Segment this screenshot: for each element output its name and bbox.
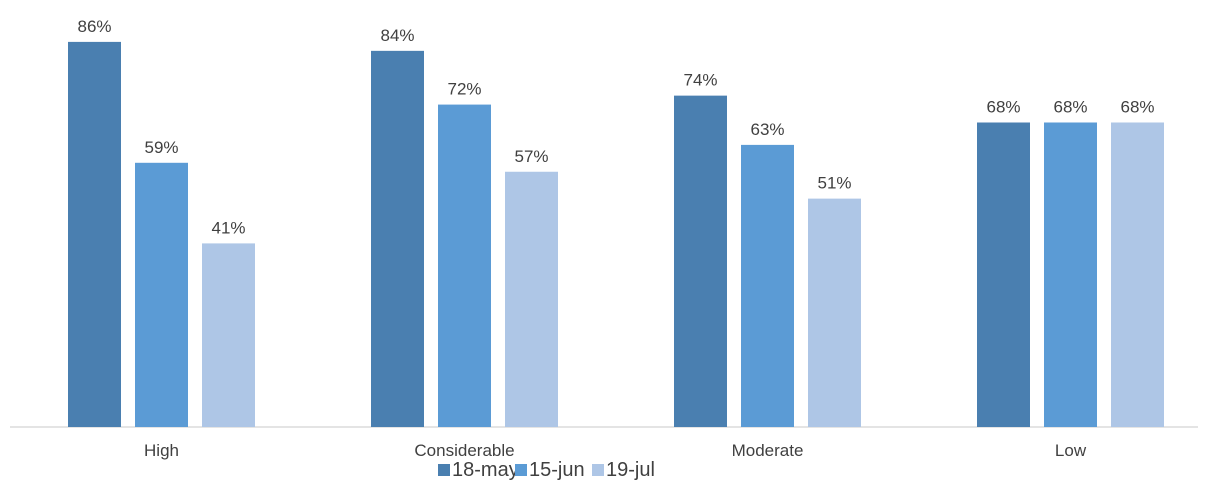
legend-label: 18-may bbox=[452, 459, 519, 481]
bar-considerable-18-may bbox=[371, 50, 424, 428]
bar-moderate-15-jun bbox=[741, 144, 794, 428]
bar-low-15-jun bbox=[1044, 122, 1097, 427]
x-tick-label: Considerable bbox=[414, 441, 514, 460]
legend-swatch bbox=[592, 464, 604, 476]
bar-moderate-18-may bbox=[674, 95, 727, 428]
data-label: 57% bbox=[514, 147, 548, 166]
bar-high-15-jun bbox=[135, 162, 188, 427]
bars-layer bbox=[68, 41, 1164, 428]
bar-low-18-may bbox=[977, 122, 1030, 427]
data-label: 84% bbox=[380, 26, 414, 45]
bar-high-18-may bbox=[68, 41, 121, 427]
legend-swatch bbox=[515, 464, 527, 476]
bar-considerable-19-jul bbox=[505, 171, 558, 427]
data-label: 51% bbox=[817, 174, 851, 193]
legend-label: 15-jun bbox=[529, 459, 585, 481]
data-label: 72% bbox=[447, 80, 481, 99]
data-label: 59% bbox=[144, 138, 178, 157]
legend-swatch bbox=[438, 464, 450, 476]
data-label: 63% bbox=[750, 120, 784, 139]
x-tick-label: High bbox=[144, 441, 179, 460]
x-tick-labels: High Considerable Moderate Low bbox=[144, 441, 1087, 460]
legend-label: 19-jul bbox=[606, 459, 655, 481]
bar-high-19-jul bbox=[202, 243, 255, 427]
data-label: 68% bbox=[1053, 97, 1087, 116]
bar-considerable-15-jun bbox=[438, 104, 491, 428]
data-label: 41% bbox=[211, 218, 245, 237]
data-label: 68% bbox=[986, 97, 1020, 116]
data-label: 74% bbox=[683, 71, 717, 90]
bar-low-19-jul bbox=[1111, 122, 1164, 427]
x-tick-label: Moderate bbox=[732, 441, 804, 460]
data-label: 86% bbox=[77, 17, 111, 36]
x-tick-label: Low bbox=[1055, 441, 1087, 460]
legend: 18-may 15-jun 19-jul bbox=[438, 459, 655, 481]
data-label: 68% bbox=[1120, 97, 1154, 116]
data-labels-layer: 86% 59% 41% 84% 72% 57% 74% 63% 51% 68% 68% 68% bbox=[77, 17, 1154, 238]
bar-moderate-19-jul bbox=[808, 198, 861, 427]
